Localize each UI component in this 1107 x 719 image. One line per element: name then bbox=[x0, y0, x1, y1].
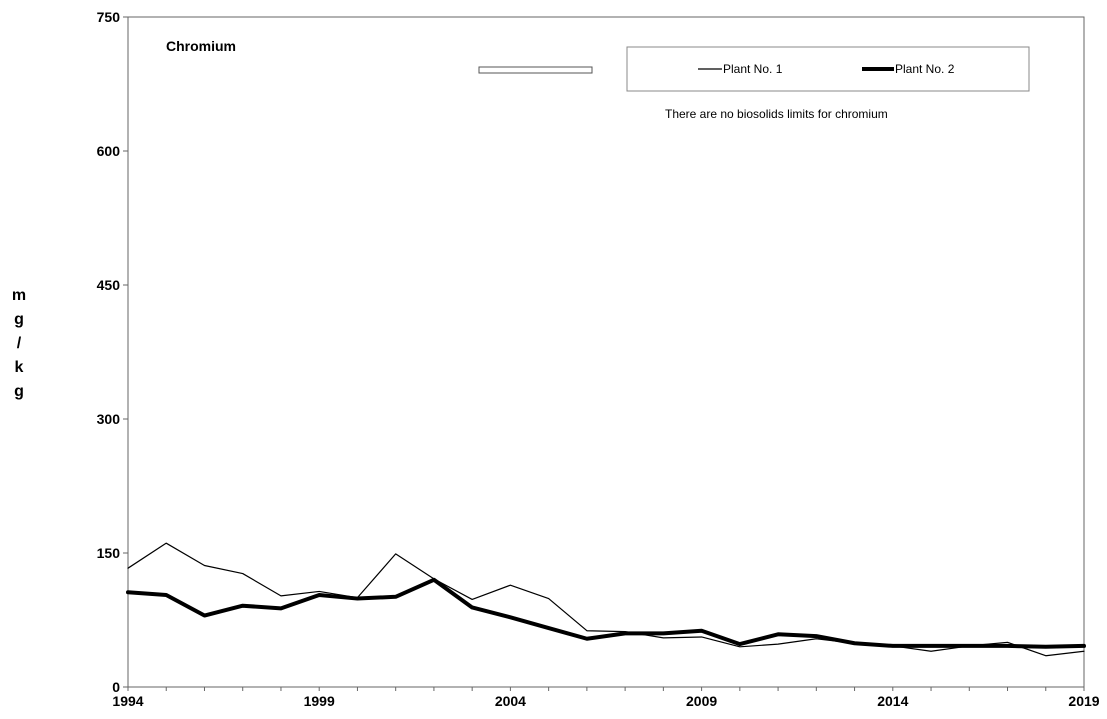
y-tick-label: 0 bbox=[112, 679, 120, 695]
x-tick-label: 2004 bbox=[495, 693, 526, 709]
x-tick-label: 1994 bbox=[112, 693, 143, 709]
series-line-plant-2 bbox=[126, 577, 1086, 649]
legend-empty-swatch bbox=[478, 66, 593, 74]
x-tick-label: 2009 bbox=[686, 693, 717, 709]
legend-item-plant-2: Plant No. 2 bbox=[862, 62, 955, 76]
chart-title: Chromium bbox=[166, 38, 236, 54]
plot-area-border bbox=[127, 16, 1085, 688]
y-axis-label-char: g bbox=[14, 311, 24, 328]
annotation-no-limits: There are no biosolids limits for chromi… bbox=[665, 107, 888, 121]
y-tick-label: 750 bbox=[97, 9, 121, 25]
y-tick-label: 150 bbox=[97, 545, 121, 561]
legend-item-plant-1: Plant No. 1 bbox=[698, 62, 783, 76]
series-lines bbox=[126, 542, 1086, 657]
x-axis: 1994 1999 2004 2009 2014 2019 bbox=[112, 687, 1100, 709]
legend-label-plant-2: Plant No. 2 bbox=[895, 62, 955, 76]
y-tick-label: 300 bbox=[97, 411, 121, 427]
y-tick-label: 450 bbox=[97, 277, 121, 293]
y-axis-label-char: m bbox=[12, 287, 26, 304]
legend-label-plant-1: Plant No. 1 bbox=[723, 62, 783, 76]
series-line-plant-1 bbox=[127, 542, 1085, 657]
x-tick-label: 1999 bbox=[304, 693, 335, 709]
y-axis-label-char: g bbox=[14, 383, 24, 400]
x-tick-label: 2014 bbox=[877, 693, 908, 709]
x-tick-label: 2019 bbox=[1068, 693, 1099, 709]
legend-box bbox=[626, 46, 1030, 92]
y-axis: 0 150 300 450 600 750 bbox=[97, 9, 128, 695]
y-tick-label: 600 bbox=[97, 143, 121, 159]
y-axis-label-char: k bbox=[15, 359, 24, 376]
y-axis-label-char: / bbox=[17, 335, 22, 352]
y-axis-label: mg/kg bbox=[12, 287, 26, 400]
